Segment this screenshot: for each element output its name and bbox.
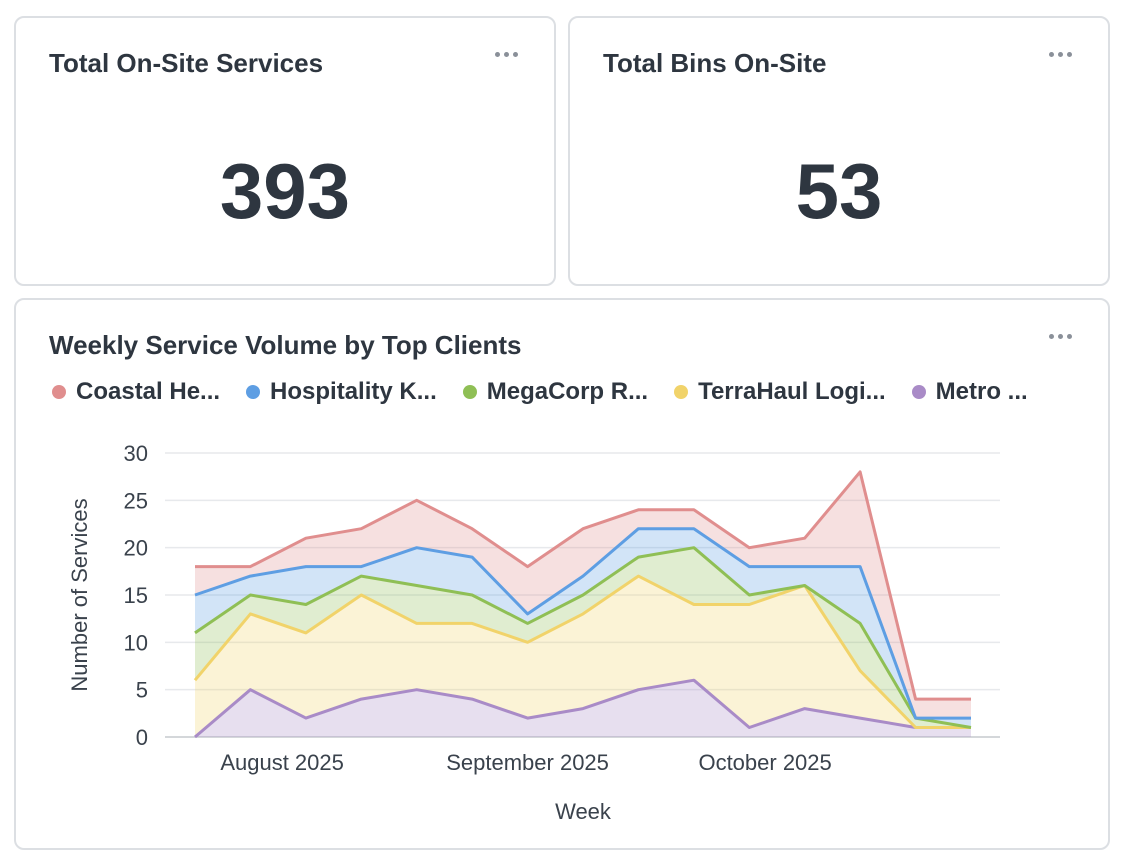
legend-dot-icon [246,385,261,399]
y-axis-title: Number of Services [67,498,92,691]
total-bins-card: Total Bins On-Site 53 [568,16,1110,286]
series-area [195,471,971,719]
more-options-icon[interactable] [1049,334,1072,339]
total-services-value: 393 [219,147,351,235]
legend-label: Hospitality K... [270,378,437,405]
y-tick-label: 30 [124,441,148,466]
series-line [193,574,971,729]
legend-label: MegaCorp R... [486,378,649,405]
legend-item-terrahaul[interactable]: TerraHaul Logi... [674,378,886,406]
more-options-icon[interactable] [495,52,518,57]
total-services-card: Total On-Site Services 393 [14,16,556,286]
series-area [195,547,971,728]
legend-label: Coastal He... [76,378,221,405]
y-tick-label: 25 [124,488,148,513]
series-line [194,678,971,739]
total-services-title: Total On-Site Services [49,48,324,78]
chart-legend: Coastal He... Hospitality K... MegaCorp … [52,378,1054,406]
weekly-volume-card: Weekly Service Volume by Top Clients Coa… [14,298,1110,850]
legend-dot-icon [674,385,689,399]
x-tick-label: October 2025 [698,750,831,775]
x-axis-title: Week [555,799,612,824]
legend-item-metro[interactable]: Metro ... [911,378,1028,406]
y-tick-label: 0 [136,725,148,750]
legend-item-hospitality[interactable]: Hospitality K... [246,378,437,406]
series-area [195,576,971,737]
y-tick-label: 5 [136,678,148,703]
total-bins-title: Total Bins On-Site [603,48,827,78]
legend-dot-icon [52,385,66,399]
legend-label: Metro ... [935,378,1028,405]
legend-dot-icon [462,385,477,399]
series-area [195,528,971,728]
chart-title: Weekly Service Volume by Top Clients [49,330,522,360]
legend-dot-icon [911,385,926,399]
y-tick-label: 10 [124,630,148,655]
x-tick-label: September 2025 [446,750,609,775]
total-bins-value: 53 [795,147,883,235]
series-line [194,527,971,720]
x-tick-label: August 2025 [220,750,344,775]
y-tick-label: 20 [124,536,148,561]
y-tick-label: 15 [124,583,148,608]
more-options-icon[interactable] [1049,52,1072,57]
series-line [195,470,971,701]
legend-item-megacorp[interactable]: MegaCorp R... [462,378,649,406]
legend-label: TerraHaul Logi... [698,378,886,405]
stacked-area-chart: 0 5 10 15 20 25 30 August 2025 September 2025 Oct… [67,441,1000,824]
series-line [194,546,972,729]
legend-item-coastal[interactable]: Coastal He... [52,378,220,406]
